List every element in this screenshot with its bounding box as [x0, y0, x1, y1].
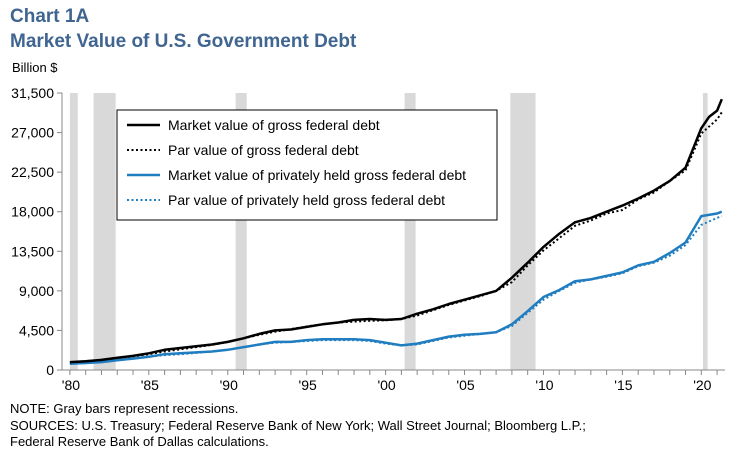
sources-text-continued: Federal Reserve Bank of Dallas calculati…	[10, 434, 269, 449]
series-lines	[69, 98, 723, 366]
sources-text: SOURCES: U.S. Treasury; Federal Reserve …	[10, 417, 586, 433]
legend: Market value of gross federal debt Par va…	[116, 109, 498, 221]
legend-label: Market value of gross federal debt	[168, 117, 380, 133]
y-tick-label: 0	[46, 362, 54, 378]
recession-bar	[404, 93, 416, 370]
legend-label: Par value of gross federal debt	[168, 142, 359, 158]
footnotes: NOTE: Gray bars represent recessions. SO…	[10, 401, 586, 451]
x-tick-label: '15	[614, 377, 632, 393]
x-tick-label: '90	[220, 377, 238, 393]
y-tick-label: 13,500	[11, 243, 54, 259]
x-tick-label: '80	[62, 377, 80, 393]
recession-bar	[702, 93, 708, 370]
recession-bars	[69, 93, 708, 370]
x-tick-label: '05	[456, 377, 474, 393]
y-tick-label: 31,500	[11, 85, 54, 101]
x-tick-label: '10	[535, 377, 553, 393]
y-axis: 0 4,500 9,000 13,500 18,000 22,500 27,000 31,50…	[11, 85, 63, 378]
y-tick-label: 4,500	[19, 322, 54, 338]
note-text: NOTE: Gray bars represent recessions.	[10, 401, 239, 416]
x-tick-label: '95	[299, 377, 317, 393]
chart-number: Chart 1A	[10, 6, 90, 27]
recession-bar	[93, 93, 116, 370]
legend-box	[116, 109, 498, 221]
x-tick-label: '20	[693, 377, 711, 393]
y-tick-label: 9,000	[19, 283, 54, 299]
chart-title: Market Value of U.S. Government Debt	[10, 31, 357, 52]
series-line-4	[69, 215, 723, 365]
x-axis: '80 '85 '90 '95 '00 '05 '10 '15 '20	[62, 369, 725, 393]
x-tick-label: '85	[141, 377, 159, 393]
legend-label: Par value of privately held gross federa…	[168, 192, 445, 208]
series-line-1	[69, 98, 723, 364]
x-tick-label: '00	[377, 377, 395, 393]
recession-bar	[69, 93, 78, 370]
legend-label: Market value of privately held gross fed…	[168, 167, 466, 183]
recession-bar	[510, 93, 536, 370]
y-tick-label: 27,000	[11, 125, 54, 141]
recession-bar	[235, 93, 247, 370]
y-tick-label: 18,000	[11, 204, 54, 220]
y-tick-label: 22,500	[11, 164, 54, 180]
series-line-3	[69, 210, 723, 366]
unit-label: Billion $	[12, 60, 58, 75]
line-chart: 0 4,500 9,000 13,500 18,000 22,500 27,000 31,50…	[11, 85, 725, 393]
